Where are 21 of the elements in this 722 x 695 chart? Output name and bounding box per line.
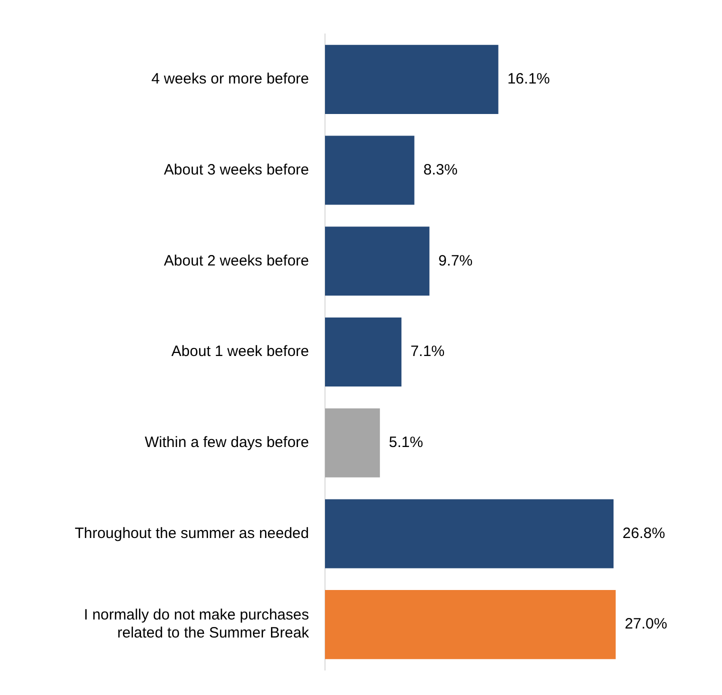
data-label: 9.7% [438, 252, 473, 270]
y-tick-label: About 1 week before [171, 343, 309, 360]
data-label: 8.3% [423, 161, 458, 178]
bar [325, 590, 616, 660]
data-label: 16.1% [507, 70, 550, 88]
bar [325, 226, 430, 296]
bar [325, 44, 498, 114]
data-label: 26.8% [622, 524, 666, 542]
y-tick-label: Throughout the summer as needed [74, 524, 309, 542]
data-label: 7.1% [410, 343, 445, 360]
y-tick-label: About 2 weeks before [164, 252, 309, 270]
data-label: 27.0% [624, 616, 668, 633]
y-tick-label: About 3 weeks before [164, 161, 309, 178]
bar [325, 408, 380, 478]
data-label: 5.1% [388, 434, 424, 451]
y-tick-label: 4 weeks or more before [151, 70, 309, 88]
y-tick-label: I normally do not make purchases related to the Summer Break [84, 606, 310, 642]
bar [325, 317, 402, 387]
y-tick-label: Within a few days before [144, 434, 309, 451]
bar [325, 499, 614, 568]
bar [325, 136, 414, 205]
